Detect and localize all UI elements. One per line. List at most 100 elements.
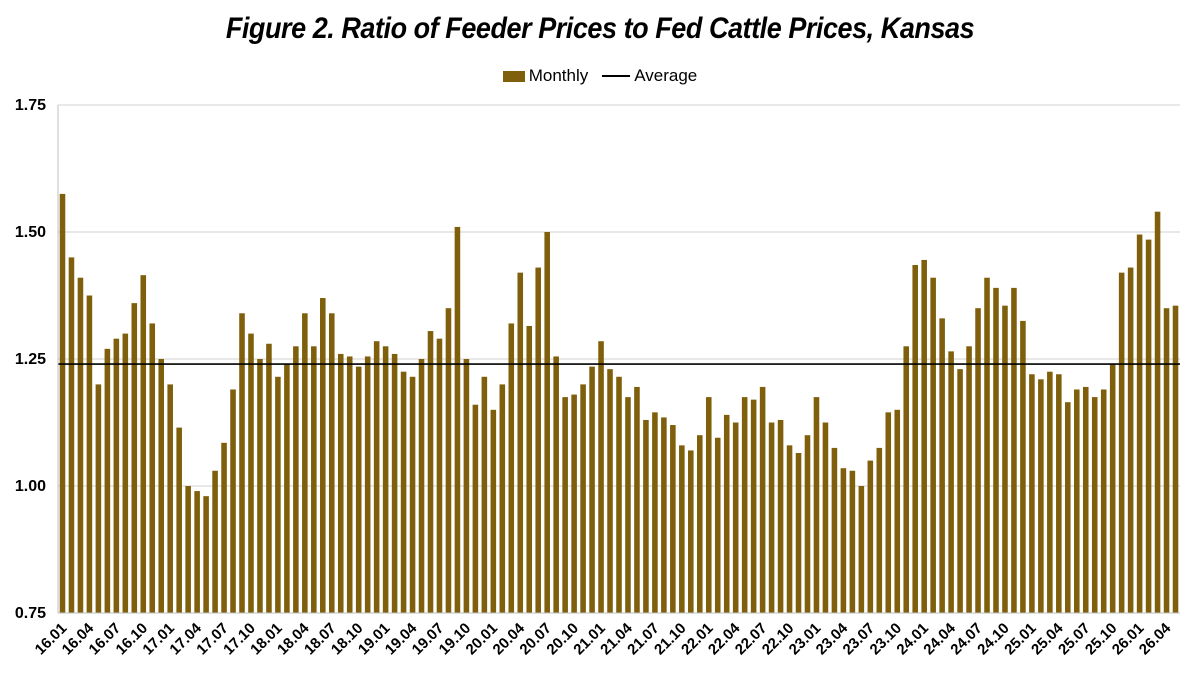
bar — [328, 313, 335, 613]
bar — [1020, 320, 1026, 613]
bar — [275, 376, 281, 613]
bar — [804, 435, 811, 613]
y-tick-label: 1.50 — [15, 224, 46, 241]
y-tick-label: 1.75 — [15, 97, 46, 114]
legend-swatch-monthly — [502, 70, 525, 82]
bar — [212, 470, 218, 613]
bar — [697, 435, 703, 613]
bar — [562, 397, 568, 613]
y-tick-label: 0.75 — [15, 605, 46, 622]
bar — [203, 496, 209, 613]
bar — [122, 333, 129, 613]
bar — [1082, 386, 1089, 613]
bar — [337, 353, 344, 613]
bar — [284, 364, 290, 613]
bar — [1091, 397, 1098, 613]
bar — [544, 232, 550, 613]
bar — [158, 359, 165, 613]
y-axis: 0.75 1.00 1.25 1.50 1.75 — [15, 97, 59, 622]
bar — [912, 265, 918, 613]
bar — [1127, 267, 1134, 613]
bar — [131, 303, 138, 613]
bar — [266, 343, 272, 613]
y-tick-label: 1.25 — [15, 351, 46, 368]
bar — [921, 259, 927, 613]
bar — [140, 275, 147, 613]
bar — [194, 491, 200, 613]
bar — [705, 397, 712, 613]
bar — [894, 409, 901, 613]
bar — [858, 486, 865, 613]
bar — [239, 313, 245, 613]
bar — [167, 384, 173, 613]
legend-label-average: Average — [634, 66, 698, 85]
bar — [553, 356, 559, 613]
bar — [634, 386, 640, 613]
bar — [508, 323, 515, 613]
x-axis: 16.0116.0416.0716.1017.0117.0417.0717.10… — [32, 612, 1180, 658]
bar — [1002, 305, 1008, 613]
bar — [257, 359, 263, 613]
bar — [714, 437, 721, 613]
legend-item-average: Average — [602, 66, 697, 86]
bar — [580, 384, 586, 613]
bar — [616, 376, 622, 613]
bar — [481, 376, 488, 613]
bar — [984, 277, 990, 613]
legend-item-monthly: Monthly — [502, 66, 589, 86]
bar — [786, 445, 793, 613]
bar — [526, 325, 533, 613]
bar — [661, 417, 667, 613]
bar — [741, 397, 748, 613]
bar — [831, 447, 838, 613]
bar — [795, 452, 802, 613]
bar — [68, 257, 75, 613]
bar — [876, 447, 883, 613]
bar — [230, 389, 236, 613]
bar — [1100, 389, 1107, 613]
legend-label-monthly: Monthly — [528, 66, 589, 85]
bar — [589, 366, 595, 613]
bar — [625, 397, 631, 613]
bar — [59, 193, 66, 613]
bar — [652, 412, 658, 613]
bar — [248, 333, 254, 613]
bar — [903, 346, 910, 613]
bar — [436, 338, 443, 613]
bar — [104, 348, 111, 613]
bar — [373, 341, 380, 613]
y-tick-label: 1.00 — [15, 478, 46, 495]
bar — [427, 331, 434, 613]
bar — [966, 346, 972, 613]
bar — [77, 277, 84, 613]
bar — [1029, 374, 1035, 613]
bar — [409, 376, 416, 613]
bar — [149, 323, 156, 613]
bar — [822, 422, 829, 613]
bar — [382, 346, 389, 613]
bar — [472, 404, 479, 613]
bar — [993, 287, 999, 613]
bar — [688, 450, 694, 613]
bar — [571, 394, 577, 613]
bar — [1065, 402, 1071, 613]
bar — [1136, 234, 1143, 614]
chart-title: Figure 2. Ratio of Feeder Prices to Fed … — [225, 12, 975, 45]
bar — [679, 445, 685, 613]
bar — [777, 419, 784, 613]
bar — [445, 308, 452, 613]
bar — [364, 356, 371, 613]
bar — [723, 414, 730, 613]
bar — [607, 369, 613, 613]
bar — [113, 338, 120, 613]
bar — [939, 318, 945, 613]
bar — [490, 409, 497, 613]
bar — [293, 346, 299, 613]
bar — [957, 369, 963, 613]
bar — [1172, 305, 1179, 613]
bar — [643, 419, 649, 613]
bar — [768, 422, 775, 613]
bar — [499, 384, 506, 613]
bar — [598, 341, 604, 613]
